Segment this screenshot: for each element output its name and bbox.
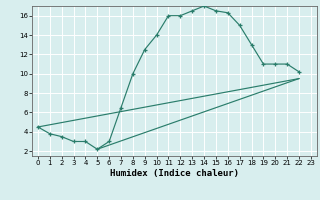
X-axis label: Humidex (Indice chaleur): Humidex (Indice chaleur) (110, 169, 239, 178)
